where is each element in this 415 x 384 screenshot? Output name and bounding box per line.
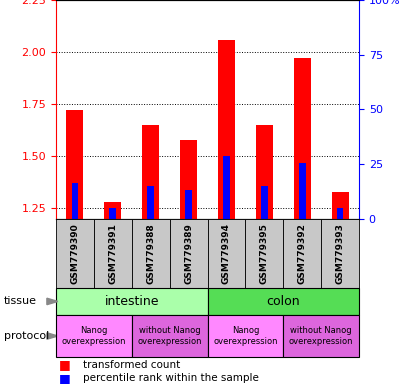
Polygon shape <box>47 333 58 339</box>
Text: percentile rank within the sample: percentile rank within the sample <box>83 373 259 383</box>
Bar <box>142 125 159 219</box>
Text: without Nanog
overexpression: without Nanog overexpression <box>137 326 202 346</box>
Text: GSM779395: GSM779395 <box>260 223 269 284</box>
Text: ■: ■ <box>59 372 71 384</box>
Bar <box>283 315 359 357</box>
Bar <box>283 219 321 288</box>
Bar <box>208 219 245 288</box>
Bar <box>94 219 132 288</box>
Bar <box>56 315 132 357</box>
Bar <box>66 111 83 219</box>
Bar <box>104 202 121 219</box>
Bar <box>56 288 208 315</box>
Text: Nanog
overexpression: Nanog overexpression <box>213 326 278 346</box>
Bar <box>56 219 94 288</box>
Bar <box>208 315 283 357</box>
Bar <box>170 219 208 288</box>
Bar <box>294 58 311 219</box>
Text: GSM779389: GSM779389 <box>184 223 193 284</box>
Text: GSM779391: GSM779391 <box>108 223 117 284</box>
Text: transformed count: transformed count <box>83 360 181 370</box>
Text: intestine: intestine <box>105 295 159 308</box>
Bar <box>299 162 305 219</box>
Text: tissue: tissue <box>4 296 37 306</box>
Bar <box>147 185 154 219</box>
Bar <box>185 190 192 219</box>
Text: GSM779390: GSM779390 <box>71 223 79 284</box>
Bar <box>223 156 230 219</box>
Text: GSM779388: GSM779388 <box>146 223 155 284</box>
Text: ■: ■ <box>59 358 71 371</box>
Polygon shape <box>47 298 58 305</box>
Bar <box>256 125 273 219</box>
Bar <box>132 315 208 357</box>
Bar <box>332 192 349 219</box>
Text: without Nanog
overexpression: without Nanog overexpression <box>289 326 353 346</box>
Text: protocol: protocol <box>4 331 49 341</box>
Bar <box>110 209 116 219</box>
Bar <box>261 185 268 219</box>
Bar <box>71 184 78 219</box>
Bar <box>321 219 359 288</box>
Text: GSM779393: GSM779393 <box>336 223 344 284</box>
Bar <box>337 209 344 219</box>
Bar <box>132 219 170 288</box>
Text: GSM779392: GSM779392 <box>298 223 307 284</box>
Text: GSM779394: GSM779394 <box>222 223 231 284</box>
Text: Nanog
overexpression: Nanog overexpression <box>62 326 126 346</box>
Bar <box>180 140 197 219</box>
Text: colon: colon <box>266 295 300 308</box>
Bar <box>218 40 235 219</box>
Bar <box>208 288 359 315</box>
Bar <box>245 219 283 288</box>
